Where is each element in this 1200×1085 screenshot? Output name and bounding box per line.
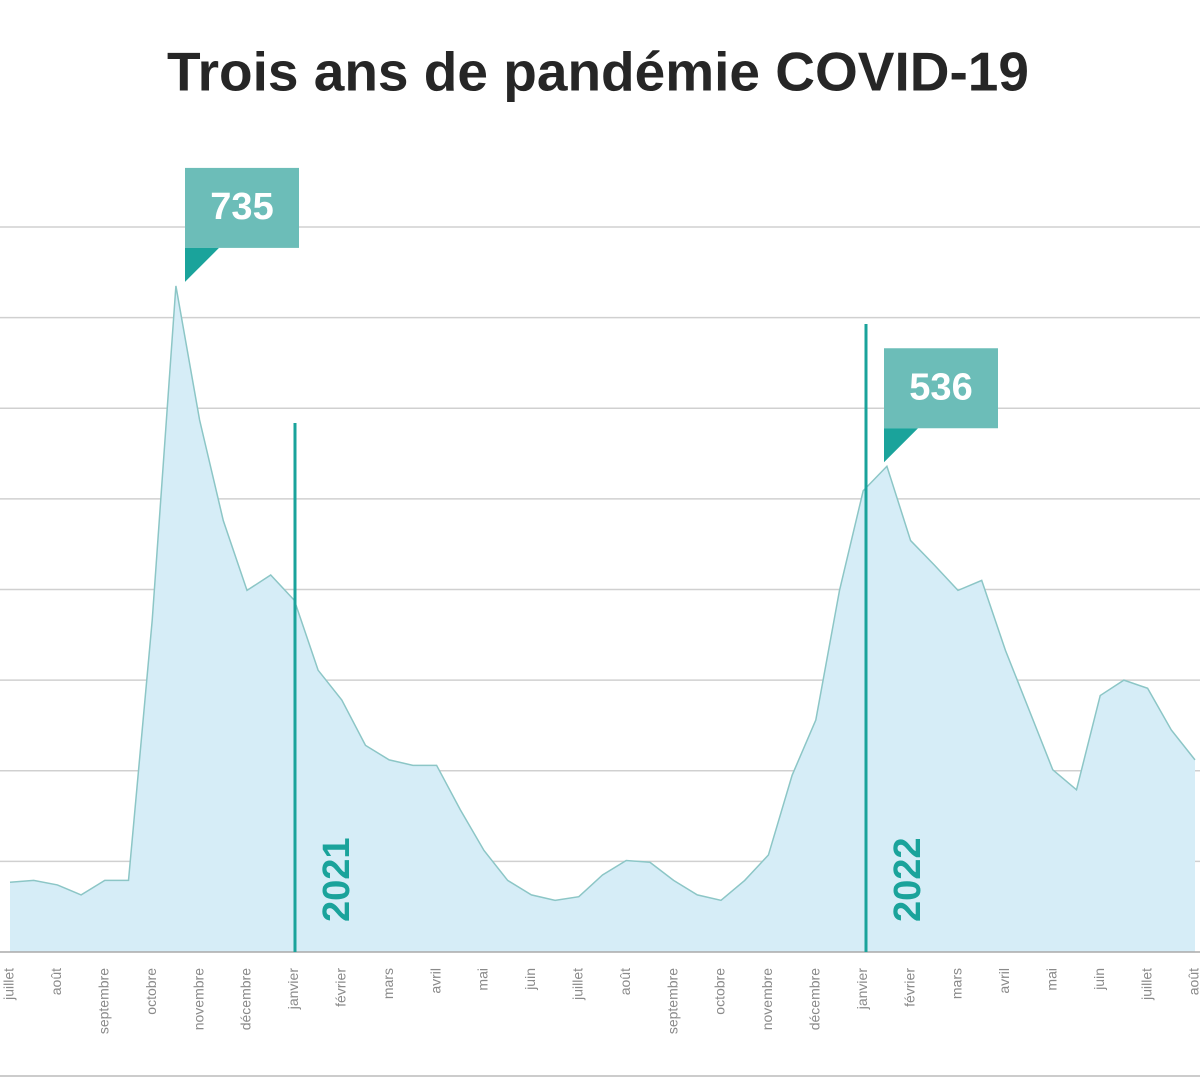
x-tick-label: août <box>617 968 633 995</box>
x-tick-label: février <box>901 968 917 1007</box>
x-tick-label: janvier <box>285 968 301 1011</box>
annotation-box <box>884 348 998 429</box>
x-tick-label: janvier <box>854 968 870 1011</box>
x-tick-label: décembre <box>807 968 823 1030</box>
x-tick-label: octobre <box>143 968 159 1015</box>
x-tick-label: août <box>48 968 64 995</box>
x-tick-label: avril <box>996 968 1012 994</box>
x-tick-label: octobre <box>712 968 728 1015</box>
area-fill <box>10 285 1195 952</box>
year-marker-label: 2021 <box>316 837 358 922</box>
x-tick-label: septembre <box>96 968 112 1034</box>
annotation: 536 <box>884 348 998 463</box>
x-tick-label: février <box>333 968 349 1007</box>
x-tick-label: mai <box>475 968 491 991</box>
x-tick-label: novembre <box>759 968 775 1030</box>
annotation: 735 <box>185 167 299 282</box>
x-tick-label: août <box>1186 968 1200 995</box>
x-tick-label: juillet <box>570 968 586 1001</box>
annotation-pointer <box>185 247 219 282</box>
x-tick-label: juillet <box>1 968 17 1001</box>
x-tick-label: juin <box>1091 968 1107 991</box>
year-marker-label: 2022 <box>887 837 929 922</box>
x-tick-label: avril <box>427 968 443 994</box>
x-tick-label: mars <box>380 968 396 999</box>
x-tick-label: novembre <box>190 968 206 1030</box>
annotation-label: 536 <box>909 366 972 408</box>
annotation-label: 735 <box>210 186 273 228</box>
x-tick-label: septembre <box>664 968 680 1034</box>
annotation-box <box>185 167 299 248</box>
chart-title: Trois ans de pandémie COVID-19 <box>167 41 1029 103</box>
x-tick-label: mai <box>1044 968 1060 991</box>
x-tick-label: juin <box>522 968 538 991</box>
x-tick-label: décembre <box>238 968 254 1030</box>
annotation-pointer <box>884 428 918 463</box>
area-line <box>9 285 1196 902</box>
x-tick-label: juillet <box>1138 968 1154 1001</box>
x-tick-label: mars <box>949 968 965 999</box>
